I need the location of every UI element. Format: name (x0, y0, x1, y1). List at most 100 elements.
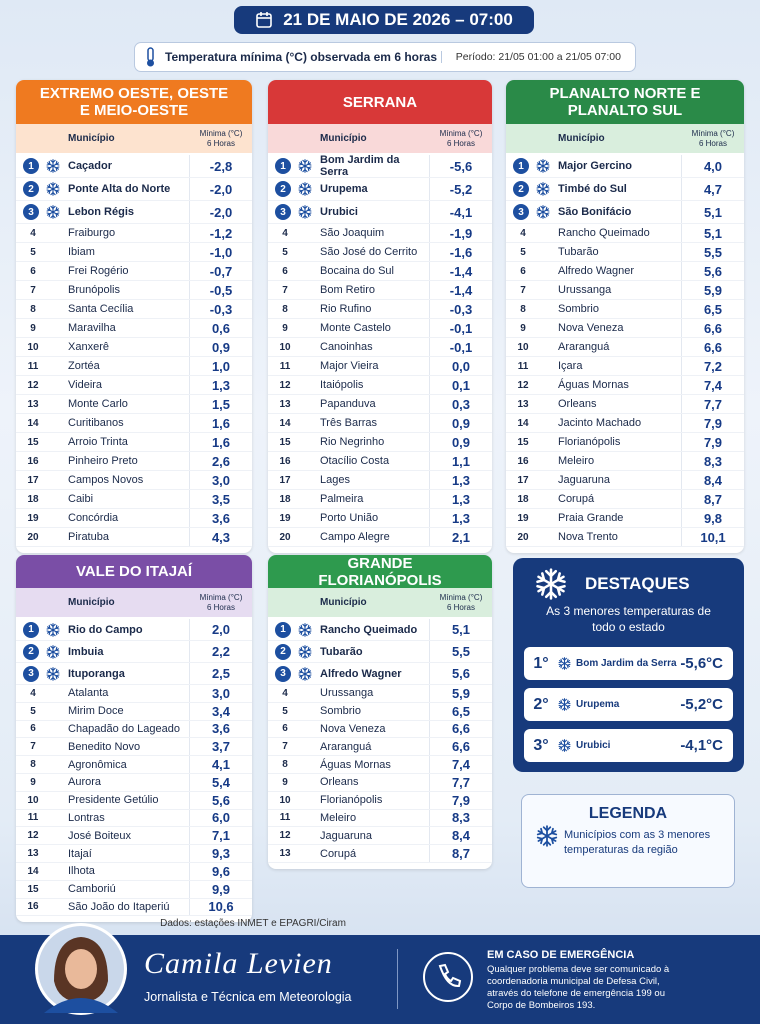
rank: 10 (517, 341, 529, 353)
rank-badge: 1 (513, 158, 529, 174)
min-temp: 2,6 (189, 452, 252, 470)
min-temp: -1,4 (429, 262, 492, 280)
table-row: 5 Mirim Doce 3,4 (16, 702, 252, 721)
municipality: Major Gercino (558, 160, 632, 172)
rank: 5 (282, 246, 288, 258)
rank: 7 (30, 284, 36, 296)
col-hours-label: 6 Horas (446, 602, 475, 612)
municipality: São José do Cerrito (320, 246, 418, 258)
min-temp: 0,0 (429, 357, 492, 375)
rank: 14 (27, 417, 39, 429)
table-row: 6 Nova Veneza 6,6 (268, 720, 492, 739)
min-temp: 8,4 (681, 471, 744, 489)
subtitle-box: Temperatura mínima (°C) observada em 6 h… (134, 42, 636, 72)
highlight-item: 1° Bom Jardim da Serra -5,6°C (524, 647, 733, 680)
table-row: 7 Benedito Novo 3,7 (16, 738, 252, 757)
municipality: Videira (68, 379, 103, 391)
municipality: Corupá (320, 847, 357, 860)
table-row: 8 Sombrio 6,5 (506, 300, 744, 319)
rank-badge: 3 (275, 204, 291, 220)
col-municipio: Município (320, 133, 367, 144)
col-hours-label: 6 Horas (206, 138, 235, 148)
table-row: 5 São José do Cerrito -1,6 (268, 243, 492, 262)
table-row: 9 Aurora 5,4 (16, 773, 252, 792)
min-temp: -1,2 (189, 224, 252, 242)
table-row: 19 Concórdia 3,6 (16, 509, 252, 528)
table-row: 1 Major Gercino 4,0 (506, 155, 744, 178)
municipality: Campo Alegre (320, 531, 390, 543)
rank: 14 (517, 417, 529, 429)
min-temp: 5,1 (429, 619, 492, 640)
phone-icon (423, 952, 473, 1002)
table-row: 12 José Boiteux 7,1 (16, 827, 252, 846)
table-row: 3 Urubici -4,1 (268, 201, 492, 224)
min-temp: 3,6 (189, 720, 252, 738)
municipality: São João do Itaperiú (68, 900, 170, 913)
municipality: Águas Mornas (558, 379, 629, 391)
municipality: Itajaí (68, 847, 92, 860)
rank: 19 (517, 512, 529, 524)
table-row: 4 Rancho Queimado 5,1 (506, 224, 744, 243)
municipality: Arroio Trinta (68, 436, 128, 448)
region-title: SERRANA (268, 80, 492, 124)
snowflake (298, 205, 312, 219)
rank: 4 (282, 687, 288, 699)
highlight-value: -5,6°C (680, 655, 723, 672)
municipality: Lages (320, 474, 350, 486)
snowflake (536, 182, 550, 196)
table-row: 5 Ibiam -1,0 (16, 243, 252, 262)
snowflake (536, 205, 550, 219)
snowflake-icon (536, 825, 558, 852)
min-temp: 5,1 (681, 224, 744, 242)
min-temp: 5,5 (681, 243, 744, 261)
rank: 10 (279, 794, 291, 806)
snowflake-icon (536, 182, 558, 196)
municipality: Jacinto Machado (558, 417, 642, 429)
min-temp: -1,0 (189, 243, 252, 261)
region-table: PLANALTO NORTE E PLANALTO SUL Município Mí… (506, 80, 744, 553)
min-temp: 7,4 (681, 376, 744, 394)
min-temp: 1,1 (429, 452, 492, 470)
min-temp: 0,1 (429, 376, 492, 394)
rank: 4 (30, 227, 36, 239)
municipality: Imbuia (68, 645, 104, 658)
divider (397, 949, 398, 1009)
municipality: Araranguá (558, 341, 610, 353)
rank: 4 (520, 227, 526, 239)
min-temp: 0,9 (429, 433, 492, 451)
municipality: Lontras (68, 811, 105, 824)
rank: 16 (27, 901, 39, 913)
rank: 17 (517, 474, 529, 486)
min-temp: 2,5 (189, 663, 252, 684)
snowflake (558, 698, 571, 711)
min-temp: 0,3 (429, 395, 492, 413)
snowflake (536, 825, 558, 847)
rank-badge: 2 (275, 181, 291, 197)
table-body: 1 Bom Jardim da Serra -5,6 2 Urupema -5,2 3 Uru… (268, 153, 492, 553)
min-temp: 6,6 (681, 338, 744, 356)
municipality: Caibi (68, 493, 94, 505)
table-row: 20 Nova Trento 10,1 (506, 528, 744, 547)
min-temp: 8,4 (429, 827, 492, 845)
table-row: 10 Canoinhas -0,1 (268, 338, 492, 357)
municipality: Ilhota (68, 865, 95, 878)
municipality: Tubarão (320, 645, 363, 658)
rank-badge: 2 (275, 643, 291, 660)
column-header: Município Mínima (°C) 6 Horas (268, 588, 492, 617)
rank: 13 (279, 848, 291, 860)
min-temp: 6,5 (681, 300, 744, 318)
col-min: Mínima (°C) 6 Horas (430, 593, 492, 613)
snowflake-icon (46, 666, 68, 681)
rank: 10 (27, 341, 39, 353)
table-row: 7 Bom Retiro -1,4 (268, 281, 492, 300)
municipality: Mirim Doce (68, 705, 124, 718)
rank: 2 (16, 643, 46, 660)
min-temp: 5,6 (189, 791, 252, 809)
table-row: 3 Alfredo Wagner 5,6 (268, 663, 492, 685)
min-temp: 3,4 (189, 702, 252, 720)
table-row: 9 Maravilha 0,6 (16, 319, 252, 338)
municipality: Urussanga (320, 687, 374, 700)
municipality: Urussanga (558, 284, 612, 296)
rank: 4 (30, 687, 36, 699)
